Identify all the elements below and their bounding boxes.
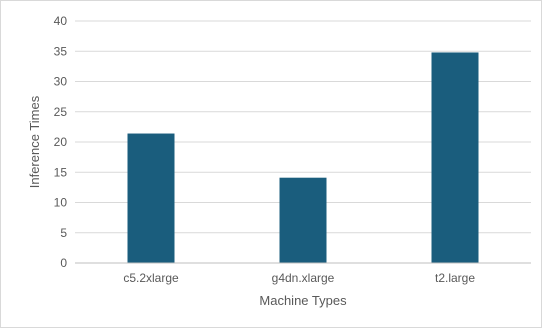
bar-c5-2xlarge	[127, 133, 175, 263]
bar-g4dn-xlarge	[279, 177, 327, 263]
y-axis-ticks: 0 5 10 15 20 25 30 35 40	[54, 14, 68, 270]
x-axis-title: Machine Types	[259, 293, 347, 308]
y-tick-label: 15	[54, 165, 68, 179]
y-tick-label: 20	[54, 135, 68, 149]
x-tick-label: t2.large	[435, 271, 475, 285]
y-axis-title: Inference Times	[27, 95, 42, 188]
y-tick-label: 5	[60, 226, 67, 240]
y-tick-label: 40	[54, 14, 68, 28]
bar-t2-large	[431, 52, 479, 264]
y-tick-label: 10	[54, 196, 68, 210]
x-axis-ticks: c5.2xlarge g4dn.xlarge t2.large	[123, 271, 475, 285]
x-tick-label: c5.2xlarge	[123, 271, 179, 285]
y-tick-label: 35	[54, 44, 68, 58]
y-tick-label: 30	[54, 75, 68, 89]
y-tick-label: 0	[60, 256, 67, 270]
bars	[127, 52, 479, 264]
y-tick-label: 25	[54, 105, 68, 119]
x-tick-label: g4dn.xlarge	[272, 271, 335, 285]
